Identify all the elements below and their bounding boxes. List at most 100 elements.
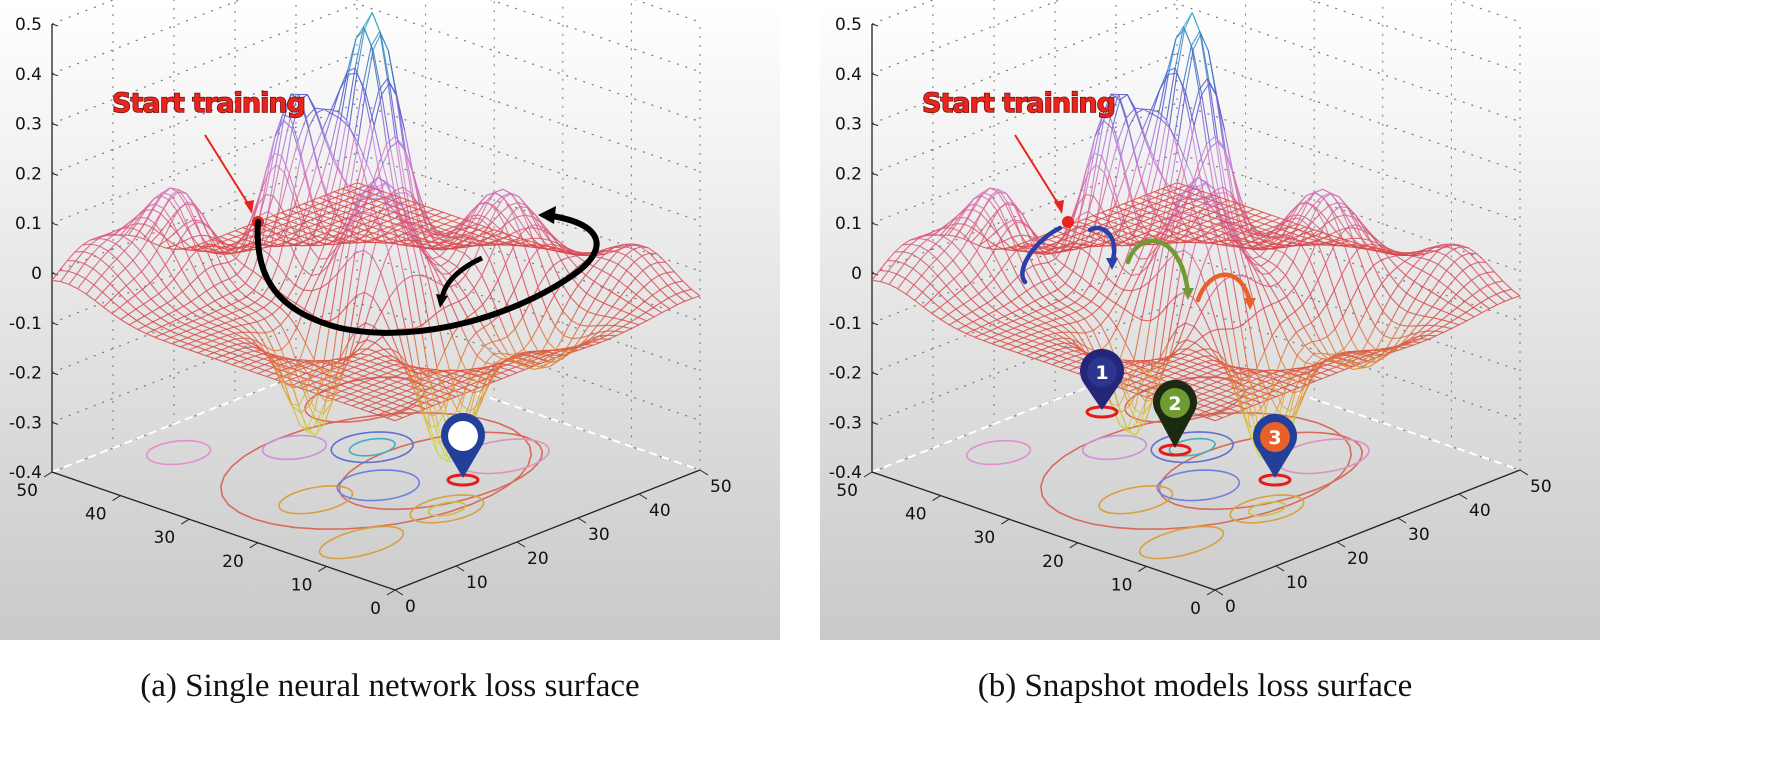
mesh-line [282,375,292,404]
mesh-line [198,295,208,306]
z-tick-label: -0.2 [9,364,42,384]
mesh-line [658,272,667,276]
mesh-line [260,247,270,255]
y-tick [1069,542,1079,549]
mesh-line [1229,405,1238,410]
mesh-line [312,212,322,217]
mesh-line [605,317,614,326]
mesh-line [115,243,125,252]
mesh-line [166,239,176,246]
mesh-line [199,246,208,253]
grid-line [871,2,1521,125]
mesh-line [425,257,436,282]
mesh-line [445,383,454,410]
mesh-line [256,321,266,334]
mesh-line [75,251,84,262]
mesh-line [129,223,137,227]
mesh-line [1420,338,1429,343]
mesh-line [516,362,526,368]
mesh-line [411,275,422,327]
mesh-line [619,296,629,303]
mesh-line [1260,399,1269,404]
mesh-line [294,284,304,291]
mesh-line [375,348,384,353]
mesh-line [426,211,436,216]
mesh-line [353,366,363,371]
mesh-line [456,253,466,267]
mesh-line [311,200,320,205]
mesh-line [110,299,120,308]
mesh-line [1289,214,1298,218]
mesh-line [620,309,630,315]
mesh-line [1004,203,1014,221]
mesh-line [1177,322,1187,345]
mesh-line [306,409,316,430]
mesh-line [313,359,324,371]
mesh-line [388,297,399,330]
mesh-line [324,381,333,386]
mesh-line [278,275,287,292]
mesh-line [543,227,553,245]
mesh-line [143,298,152,305]
loss-surface-mesh [51,12,701,462]
mesh-line [1248,220,1257,225]
mesh-line [285,253,295,277]
mesh-line [1256,375,1265,380]
mesh-line [228,236,237,241]
mesh-line [1471,274,1480,281]
mesh-line [1435,331,1445,337]
mesh-line [1285,261,1294,276]
y-tick-label: 50 [836,481,858,501]
mesh-line [1375,335,1385,351]
mesh-line [248,311,257,316]
mesh-line [1232,226,1242,231]
mesh-line [323,226,333,231]
mesh-line [411,369,420,374]
mesh-line [133,271,142,280]
mesh-line [1147,361,1156,365]
mesh-line [247,355,256,360]
mesh-line [634,277,645,288]
mesh-line [912,258,922,269]
mesh-line [553,295,564,312]
mesh-line [936,250,945,260]
mesh-line [523,360,532,365]
mesh-line [482,235,492,243]
mesh-line [176,203,186,212]
mesh-line [161,322,170,328]
mesh-line [363,249,373,257]
mesh-line [110,292,120,301]
mesh-line [195,337,204,342]
mesh-line [344,205,354,211]
mesh-line [1109,117,1119,142]
mesh-line [515,348,524,355]
mesh-line [1092,195,1102,207]
mesh-line [533,217,544,225]
mesh-line [311,197,320,202]
mesh-line [341,238,351,242]
mesh-line [264,313,273,320]
mesh-line [204,269,215,287]
mesh-line [1128,163,1138,194]
mesh-line [513,243,522,247]
mesh-line [967,224,977,240]
mesh-line [200,317,210,323]
mesh-line [659,289,669,299]
mesh-line [408,369,418,375]
mesh-line [488,363,499,374]
mesh-line [506,360,516,363]
mesh-line [316,401,327,423]
mesh-line [363,375,373,380]
mesh-line [435,307,444,315]
mesh-line [669,304,678,310]
mesh-line [563,320,572,336]
mesh-line [368,405,378,410]
mesh-line [447,249,457,262]
mesh-line [1422,274,1431,288]
mesh-line [576,261,586,268]
x-tick-label: 40 [1469,501,1491,521]
mesh-line [127,313,138,321]
mesh-line [510,356,520,360]
mesh-line [163,336,172,342]
mesh-line [1173,137,1183,165]
